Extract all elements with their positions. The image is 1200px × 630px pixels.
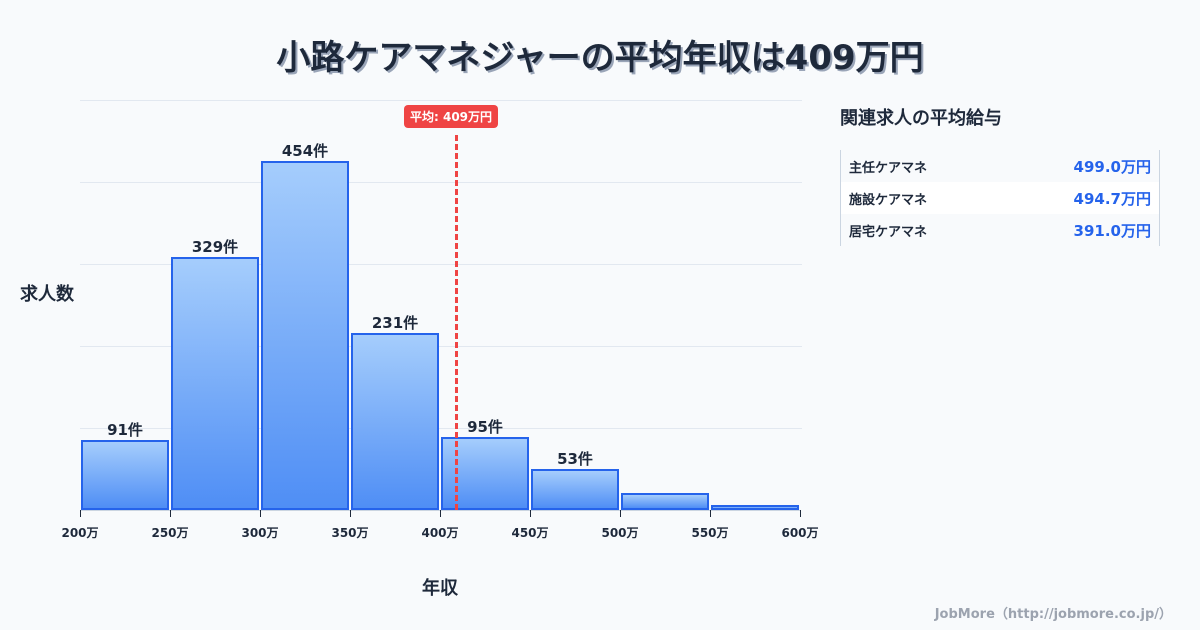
- related-salary-title: 関連求人の平均給与: [840, 108, 1002, 129]
- grid-line: [80, 346, 802, 347]
- histogram-chart: 求人数 年収 91件 329件 454件 231件 95件 53件 200万 250万 300…: [20, 100, 819, 599]
- x-tick-mark: [530, 510, 531, 517]
- bar-value-label: 329件: [191, 238, 239, 256]
- histogram-bar: [261, 161, 349, 510]
- x-tick-mark: [170, 510, 171, 517]
- related-salary-row: 主任ケアマネ 499.0万円: [841, 150, 1159, 182]
- page-title: 小路ケアマネジャーの平均年収は409万円: [276, 38, 924, 78]
- bar-value-label: 231件: [371, 314, 419, 332]
- bar-value-label: 95件: [467, 418, 503, 436]
- histogram-bar: [351, 333, 439, 510]
- x-tick-label: 250万: [151, 526, 189, 540]
- x-tick-mark: [620, 510, 621, 517]
- grid-line: [80, 182, 802, 183]
- average-line: [455, 135, 458, 510]
- related-salary-panel: 関連求人の平均給与 主任ケアマネ 499.0万円 施設ケアマネ 494.7万円 …: [840, 100, 1162, 246]
- histogram-bar: [81, 440, 169, 510]
- x-axis-title: 年収: [422, 578, 458, 599]
- x-tick-mark: [350, 510, 351, 517]
- x-tick-mark: [260, 510, 261, 517]
- job-salary: 499.0万円: [1073, 157, 1151, 176]
- histogram-bar: [621, 493, 709, 510]
- histogram-bar: [531, 469, 619, 510]
- average-badge: 平均: 409万円: [404, 105, 499, 128]
- x-tick-label: 300万: [241, 526, 279, 540]
- x-tick-mark: [80, 510, 81, 517]
- related-salary-row: 居宅ケアマネ 391.0万円: [841, 214, 1159, 246]
- x-tick-label: 200万: [61, 526, 99, 540]
- footer-credit: JobMore（http://jobmore.co.jp/）: [934, 607, 1172, 622]
- related-salary-row: 施設ケアマネ 494.7万円: [841, 182, 1159, 214]
- grid-line: [80, 264, 802, 265]
- job-salary: 494.7万円: [1073, 189, 1151, 208]
- grid-line: [80, 428, 802, 429]
- x-tick-label: 550万: [691, 526, 729, 540]
- x-tick-label: 500万: [601, 526, 639, 540]
- related-salary-table: 主任ケアマネ 499.0万円 施設ケアマネ 494.7万円 居宅ケアマネ 391…: [840, 150, 1160, 246]
- job-name: 主任ケアマネ: [849, 160, 928, 176]
- bar-value-label: 53件: [557, 450, 593, 468]
- x-tick-mark: [710, 510, 711, 517]
- y-axis-title: 求人数: [20, 284, 74, 305]
- x-tick-label: 350万: [331, 526, 369, 540]
- x-tick-mark: [440, 510, 441, 517]
- bar-value-label: 91件: [107, 421, 143, 439]
- job-name: 居宅ケアマネ: [849, 224, 928, 240]
- histogram-bar: [711, 505, 799, 510]
- x-tick-label: 400万: [421, 526, 459, 540]
- x-tick-label: 600万: [781, 526, 819, 540]
- job-salary: 391.0万円: [1073, 221, 1151, 240]
- job-name: 施設ケアマネ: [849, 192, 928, 208]
- histogram-bar: [171, 257, 259, 510]
- x-tick-label: 450万: [511, 526, 549, 540]
- bar-value-label: 454件: [281, 142, 329, 160]
- x-tick-mark: [800, 510, 801, 517]
- grid-line: [80, 100, 802, 101]
